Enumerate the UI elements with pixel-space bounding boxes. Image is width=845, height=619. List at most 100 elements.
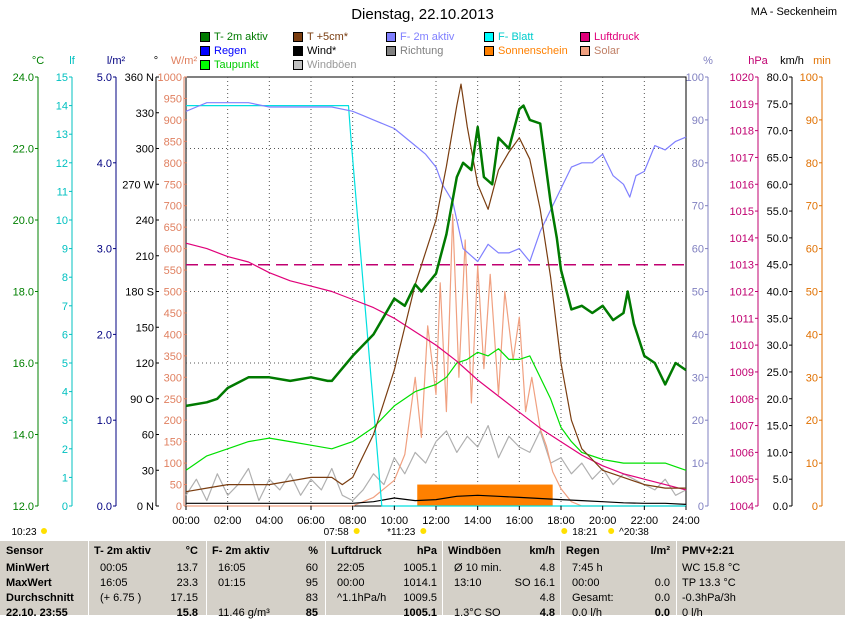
x-tick-label: 10:00 — [381, 515, 409, 527]
legend-swatch — [580, 32, 590, 42]
axis-tick-label: 1006 — [730, 447, 754, 459]
axis-tick-label: 15.0 — [767, 421, 788, 433]
table-separator — [325, 541, 326, 615]
table-header: Luftdruck — [331, 545, 382, 557]
legend-item: F- 2m aktiv — [386, 31, 454, 43]
axis-tick-label: 1.0 — [97, 415, 112, 427]
axis-tick-label: 5.0 — [97, 72, 112, 84]
axis-tick-label: 850 — [164, 136, 182, 148]
axis-tick-label: 90 — [692, 115, 704, 127]
series-t-5cm — [185, 83, 686, 493]
axis-tick-label: 330 — [136, 108, 154, 120]
axis-tick-label: 6 — [62, 329, 68, 341]
stats-table: Sensor MinWert MaxWert Durchschnitt 22.10. 2… — [0, 541, 845, 619]
axis-tick-label: 3 — [62, 415, 68, 427]
x-tick-label: 18:00 — [547, 515, 575, 527]
axis-tick-label: 1012 — [730, 287, 754, 299]
legend-label: Windböen — [307, 59, 357, 71]
axis-tick-label: 700 — [164, 201, 182, 213]
table-unit: % — [308, 545, 318, 557]
table-cell: 00:00 — [337, 577, 365, 589]
axis-tick-label: 50 — [806, 287, 818, 299]
legend-swatch — [200, 60, 210, 70]
axis-tick-label: 30 — [806, 372, 818, 384]
axis-tick-label: 12 — [56, 158, 68, 170]
axis-unit: % — [703, 55, 713, 67]
axis-tick-label: 50 — [170, 480, 182, 492]
axis-tick-label: 14 — [56, 101, 68, 113]
table-header: T- 2m aktiv — [94, 545, 151, 557]
axis-unit: min — [813, 55, 831, 67]
axis-tick-label: 360 N — [125, 72, 154, 84]
axis-tick-label: 90 O — [130, 394, 154, 406]
series-wind — [186, 494, 687, 505]
axis-tick-label: 4 — [62, 387, 68, 399]
legend-label: F- 2m aktiv — [400, 31, 455, 43]
sun-event-icon — [353, 528, 360, 534]
axis-tick-label: 1005 — [730, 474, 754, 486]
axis-tick-label: 150 — [136, 322, 154, 334]
axis-unit: ° — [154, 55, 158, 67]
legend-swatch — [200, 46, 210, 56]
axis-tick-label: 500 — [164, 287, 182, 299]
axis-tick-label: 2 — [62, 444, 68, 456]
sun-event-label: *11:23 — [387, 527, 416, 538]
axis-tick-label: 1004 — [730, 501, 754, 513]
axis-tick-label: 40.0 — [767, 287, 788, 299]
table-unit: km/h — [529, 545, 555, 557]
axis-tick-label: 40 — [806, 329, 818, 341]
axis-tick-label: 1 — [62, 472, 68, 484]
axis-tick-label: 24.0 — [13, 72, 34, 84]
series-luftdruck — [185, 242, 687, 491]
axis-tick-label: 80 — [806, 158, 818, 170]
axis-unit: km/h — [780, 55, 804, 67]
axis-tick-label: 4.0 — [97, 158, 112, 170]
station-name: MA - Seckenheim — [750, 6, 837, 18]
axis-tick-label: 120 — [136, 358, 154, 370]
axis-tick-label: 0.0 — [773, 501, 788, 513]
axis-tick-label: 55.0 — [767, 206, 788, 218]
x-tick-label: 12:00 — [422, 515, 450, 527]
table-cell-value: 17.15 — [170, 592, 198, 604]
legend-item: T- 2m aktiv — [200, 31, 268, 43]
axis-tick-label: 20.0 — [13, 215, 34, 227]
table-unit: hPa — [416, 545, 437, 557]
axis-tick-label: 5 — [62, 358, 68, 370]
table-separator — [88, 541, 89, 615]
axis-tick-label: 80.0 — [767, 72, 788, 84]
axis-tick-label: 65.0 — [767, 152, 788, 164]
axis-tick-label: 1015 — [730, 206, 754, 218]
axis-tick-label: 10 — [806, 458, 818, 470]
sun-event-label: ^20:38 — [619, 527, 649, 538]
axis-unit: °C — [32, 55, 44, 67]
table-row-label: Durchschnitt — [6, 592, 74, 604]
axes: °C24.022.020.018.016.014.012.0lf15141312… — [13, 55, 831, 513]
axis-tick-label: 35.0 — [767, 313, 788, 325]
x-tick-label: 16:00 — [506, 515, 534, 527]
axis-tick-label: 300 — [164, 372, 182, 384]
table-cell: 0 l/h — [682, 607, 703, 619]
axis-tick-label: 270 W — [122, 179, 154, 191]
legend-swatch — [386, 46, 396, 56]
axis-tick-label: 210 — [136, 251, 154, 263]
axis-tick-label: 750 — [164, 179, 182, 191]
table-header: Windböen — [448, 545, 502, 557]
axis-tick-label: 1020 — [730, 72, 754, 84]
axis-unit: lf — [69, 55, 75, 67]
table-cell: (+ 6.75 ) — [100, 592, 142, 604]
table-separator — [676, 541, 677, 615]
table-row-label: 22.10. 23:55 — [6, 607, 68, 619]
legend-item: Taupunkt — [200, 59, 259, 71]
axis-tick-label: 1011 — [730, 313, 754, 325]
x-tick-label: 04:00 — [256, 515, 284, 527]
axis-tick-label: 0 — [698, 501, 704, 513]
legend-swatch — [293, 46, 303, 56]
axis-tick-label: 450 — [164, 308, 182, 320]
axis-tick-label: 30 — [142, 465, 154, 477]
axis-tick-label: 50 — [692, 287, 704, 299]
table-cell: 01:15 — [218, 577, 246, 589]
series-f-2m-aktiv — [185, 102, 687, 263]
axis-tick-label: 45.0 — [767, 260, 788, 272]
series-taupunkt — [185, 348, 687, 471]
axis-tick-label: 1017 — [730, 152, 754, 164]
